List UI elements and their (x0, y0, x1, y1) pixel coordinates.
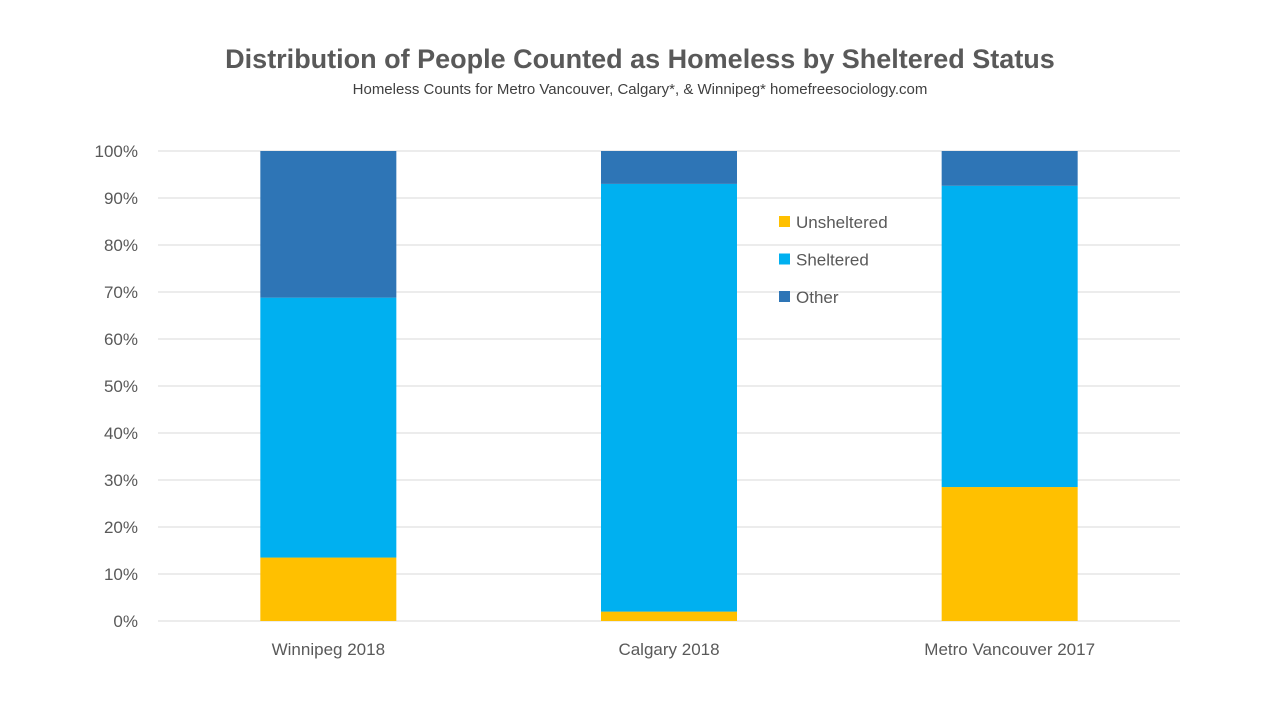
legend-swatch-unsheltered (779, 216, 790, 227)
y-tick-label: 80% (104, 236, 138, 255)
bar-segment-unsheltered (601, 611, 737, 621)
bar-segment-sheltered (941, 185, 1078, 488)
y-tick-label: 60% (104, 330, 138, 349)
legend-label-sheltered: Sheltered (796, 251, 869, 270)
chart-title: Distribution of People Counted as Homele… (225, 44, 1055, 74)
bar-segment-unsheltered (941, 487, 1078, 621)
y-tick-label: 90% (104, 189, 138, 208)
bar-segment-sheltered (260, 297, 397, 558)
legend-label-other: Other (796, 288, 839, 307)
x-category-label: Winnipeg 2018 (272, 640, 385, 659)
bar-segment-sheltered (601, 183, 737, 612)
y-tick-label: 40% (104, 424, 138, 443)
bar-segment-other (941, 151, 1078, 186)
bar-segment-unsheltered (260, 557, 397, 621)
legend: Unsheltered Sheltered Other (779, 213, 888, 307)
legend-swatch-other (779, 291, 790, 302)
bar-segment-other (601, 151, 737, 184)
chart-subtitle: Homeless Counts for Metro Vancouver, Cal… (352, 81, 928, 98)
y-axis-ticks: 0% 10% 20% 30% 40% 50% 60% 70% 80% 90% 100% (95, 142, 138, 631)
y-tick-label: 70% (104, 283, 138, 302)
bars (260, 151, 1078, 621)
y-tick-label: 30% (104, 471, 138, 490)
y-tick-label: 10% (104, 565, 138, 584)
y-tick-label: 100% (95, 142, 138, 161)
legend-label-unsheltered: Unsheltered (796, 213, 888, 232)
x-axis-categories: Winnipeg 2018 Calgary 2018 Metro Vancouver… (272, 640, 1095, 659)
y-tick-label: 20% (104, 518, 138, 537)
x-category-label: Metro Vancouver 2017 (924, 640, 1095, 659)
y-tick-label: 0% (113, 612, 138, 631)
bar-segment-other (260, 151, 397, 298)
x-category-label: Calgary 2018 (618, 640, 719, 659)
legend-swatch-sheltered (779, 253, 790, 265)
y-tick-label: 50% (104, 377, 138, 396)
